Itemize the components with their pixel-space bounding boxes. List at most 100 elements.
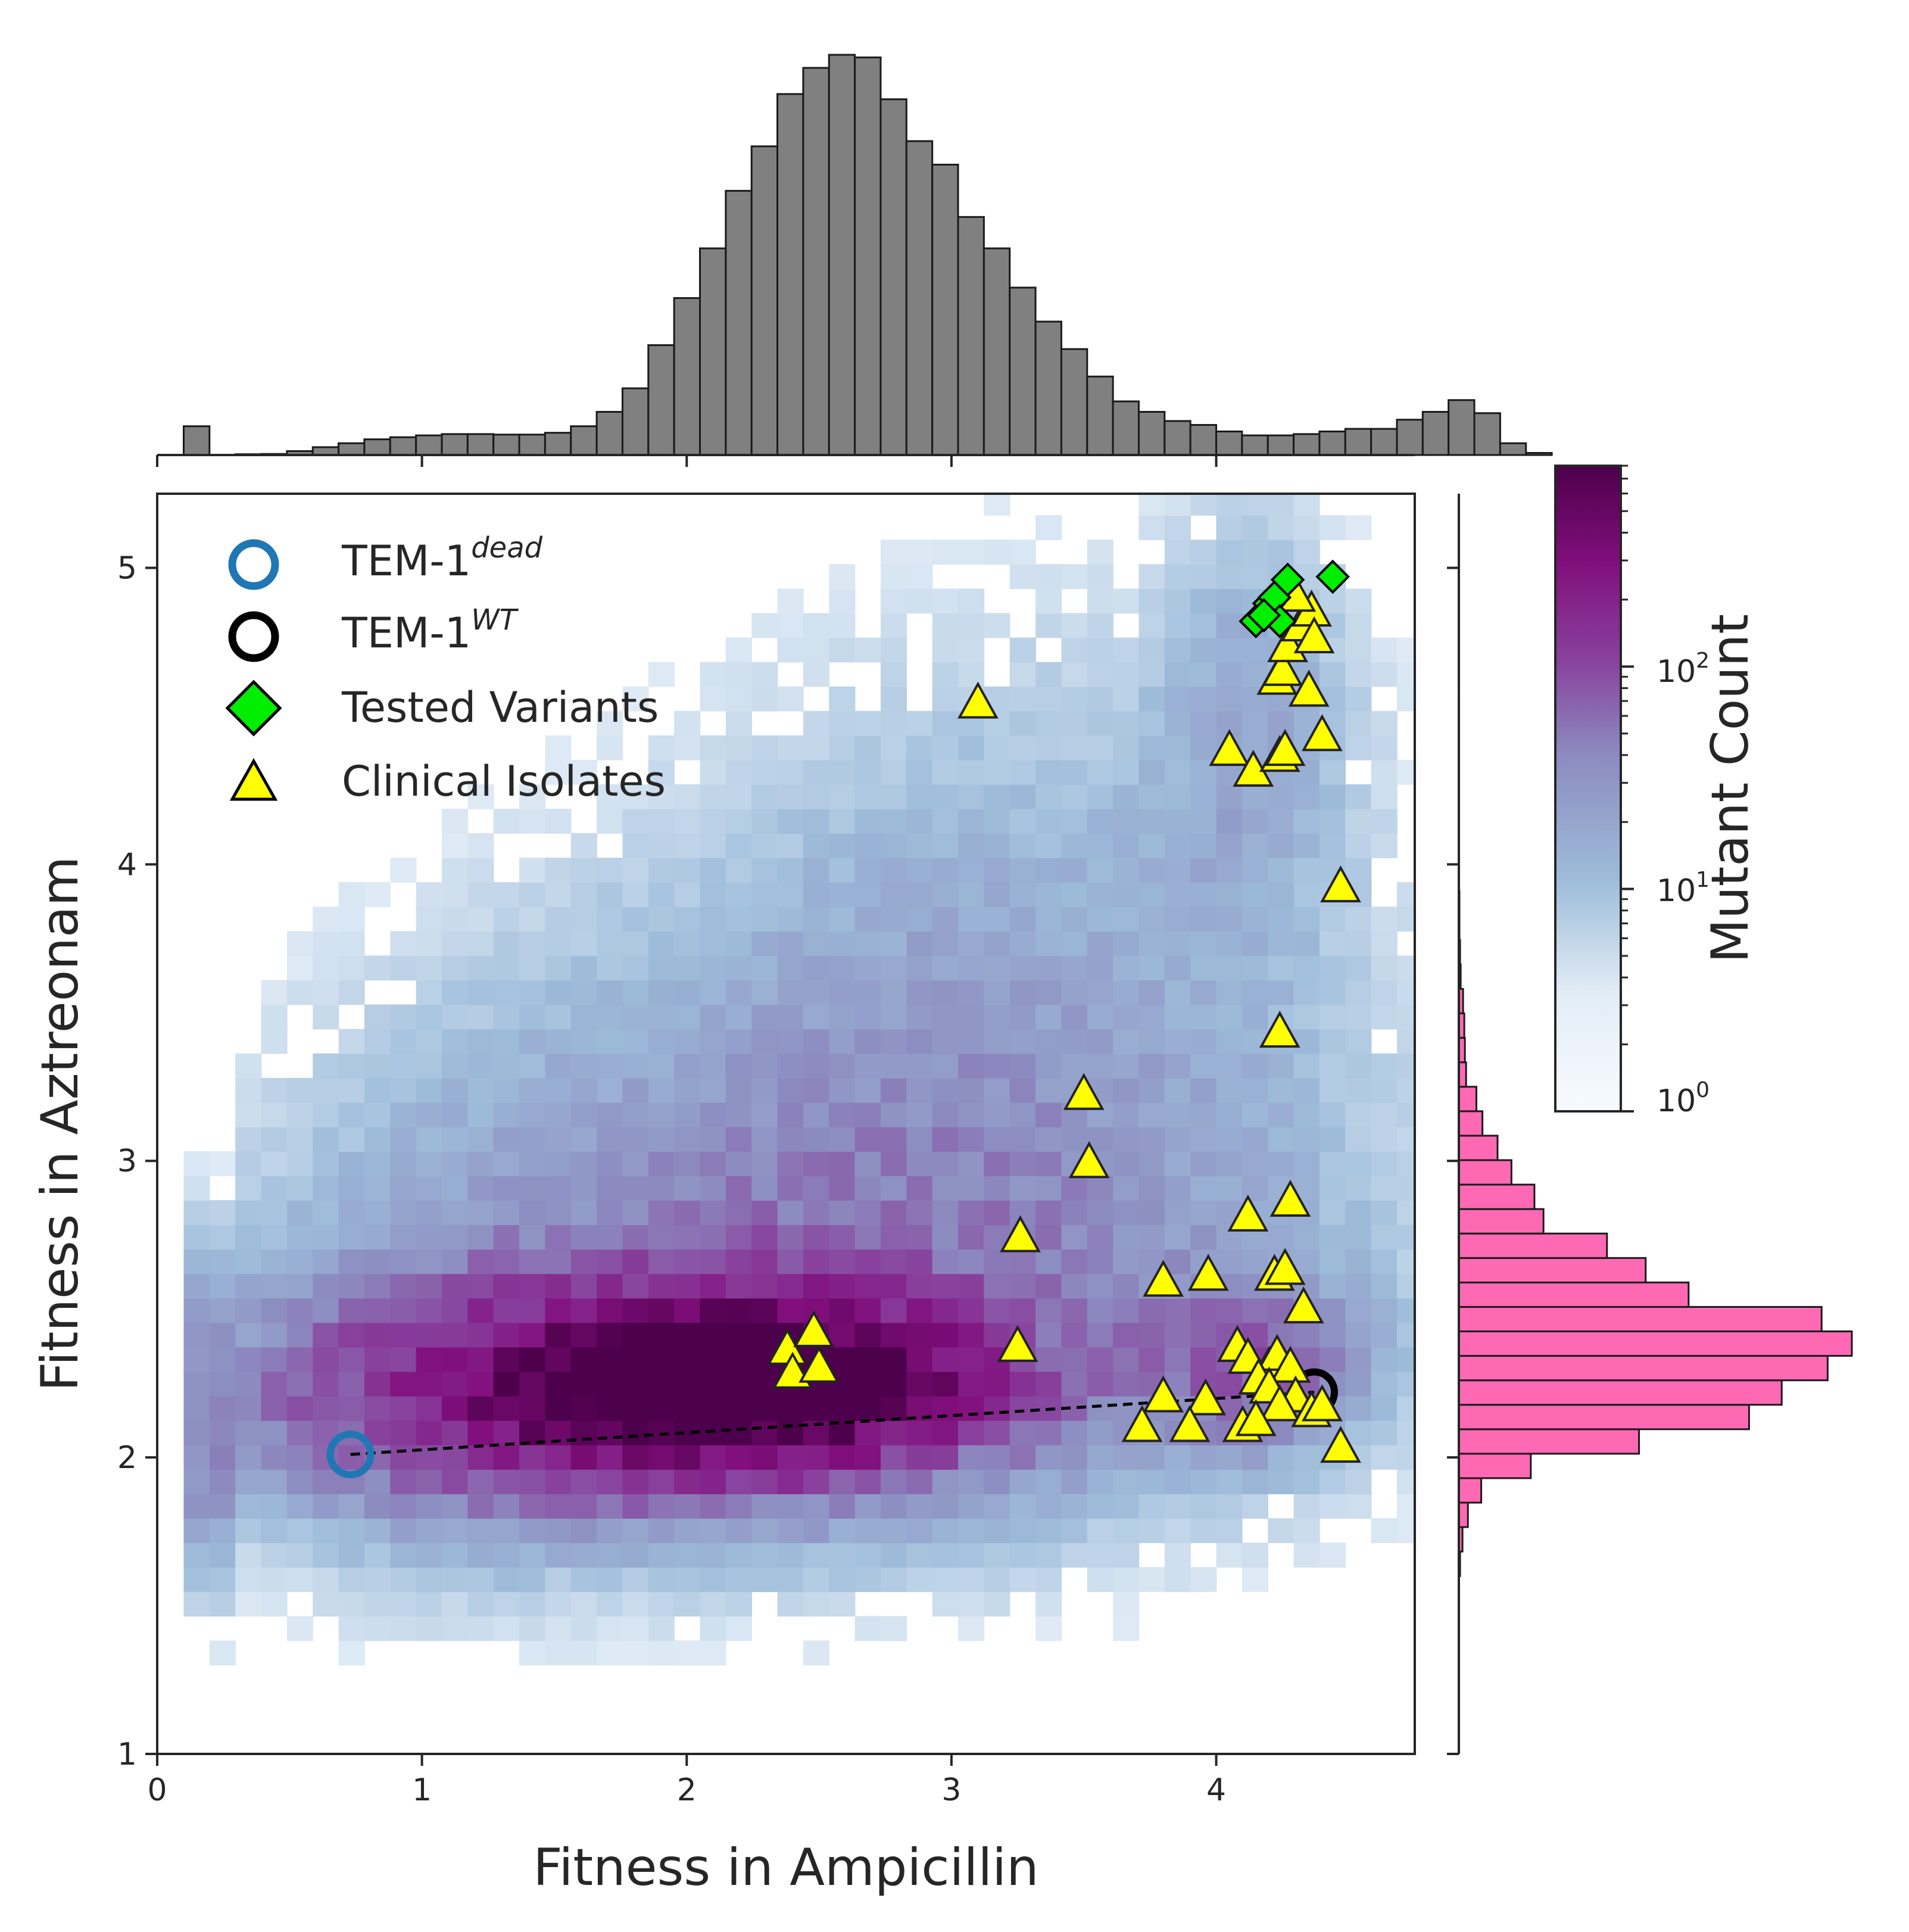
heatmap-cell bbox=[545, 1543, 572, 1568]
heatmap-cell bbox=[519, 1126, 546, 1152]
heatmap-cell bbox=[1113, 637, 1140, 663]
heatmap-cell bbox=[854, 759, 881, 785]
heatmap-cell bbox=[390, 1616, 417, 1641]
legend-item-clinical: Clinical Isolates bbox=[229, 757, 666, 806]
heatmap-cell bbox=[648, 1151, 675, 1176]
heatmap-cell bbox=[803, 735, 830, 761]
heatmap-cell bbox=[751, 1298, 778, 1323]
heatmap-cell bbox=[1293, 882, 1320, 908]
heatmap-cell bbox=[183, 1420, 210, 1445]
heatmap-cell bbox=[1061, 1298, 1088, 1323]
heatmap-cell bbox=[958, 1420, 985, 1445]
heatmap-cell bbox=[803, 711, 830, 736]
heatmap-cell bbox=[777, 1029, 804, 1054]
heatmap-cell bbox=[338, 1591, 365, 1617]
heatmap-cell bbox=[674, 1444, 701, 1470]
heatmap-cell bbox=[984, 1322, 1010, 1348]
heatmap-cell bbox=[725, 1444, 752, 1470]
heatmap-cell bbox=[597, 1616, 623, 1641]
heatmap-cell bbox=[829, 1298, 856, 1323]
heatmap-cell bbox=[803, 1029, 830, 1054]
heatmap-cell bbox=[906, 1004, 933, 1030]
heatmap-cell bbox=[1035, 1567, 1062, 1593]
heatmap-cell bbox=[1190, 809, 1217, 834]
heatmap-cell bbox=[984, 1567, 1010, 1593]
heatmap-cell bbox=[1035, 1249, 1062, 1275]
heatmap-cell bbox=[674, 1567, 701, 1593]
top-hist-bar bbox=[1137, 411, 1166, 456]
heatmap-cell bbox=[1113, 1200, 1140, 1226]
heatmap-cell bbox=[441, 1469, 469, 1494]
heatmap-cell bbox=[261, 1126, 288, 1152]
heatmap-cell bbox=[829, 1518, 856, 1544]
top-hist-bar bbox=[1448, 399, 1476, 456]
heatmap-cell bbox=[803, 613, 830, 638]
heatmap-cell bbox=[1035, 686, 1062, 712]
heatmap-cell bbox=[1009, 809, 1036, 834]
heatmap-cell bbox=[1087, 1347, 1113, 1372]
heatmap-cell bbox=[854, 711, 881, 736]
heatmap-cell bbox=[777, 1543, 804, 1568]
heatmap-cell bbox=[364, 1395, 391, 1421]
heatmap-cell bbox=[984, 735, 1010, 761]
heatmap-cell bbox=[1009, 711, 1036, 736]
heatmap-cell bbox=[700, 833, 726, 858]
heatmap-cell bbox=[725, 833, 752, 858]
heatmap-cell bbox=[545, 759, 572, 785]
heatmap-cell bbox=[1035, 1420, 1062, 1445]
heatmap-cell bbox=[1319, 1151, 1346, 1176]
heatmap-cell bbox=[261, 1077, 288, 1103]
top-hist-bar bbox=[854, 56, 882, 456]
heatmap-cell bbox=[700, 1249, 726, 1275]
heatmap-cell bbox=[313, 1200, 339, 1226]
heatmap-cell bbox=[313, 1224, 339, 1250]
heatmap-cell bbox=[1345, 662, 1372, 687]
heatmap-cell bbox=[1164, 711, 1191, 736]
heatmap-cell bbox=[338, 1543, 365, 1568]
heatmap-cell bbox=[183, 1200, 210, 1226]
heatmap-cell bbox=[441, 1543, 469, 1568]
heatmap-cell bbox=[1087, 980, 1113, 1005]
heatmap-cell bbox=[777, 955, 804, 981]
heatmap-cell bbox=[1035, 1200, 1062, 1226]
heatmap-cell bbox=[1345, 588, 1372, 614]
heatmap-cell bbox=[493, 980, 520, 1005]
heatmap-cell bbox=[519, 1053, 546, 1079]
heatmap-cell bbox=[777, 809, 804, 834]
heatmap-cell bbox=[958, 906, 985, 932]
heatmap-cell bbox=[545, 1640, 572, 1666]
heatmap-cell bbox=[1138, 662, 1165, 687]
heatmap-cell bbox=[958, 1004, 985, 1030]
heatmap-cell bbox=[209, 1543, 236, 1568]
heatmap-cell bbox=[1242, 906, 1269, 932]
heatmap-cell bbox=[674, 1543, 701, 1568]
heatmap-cell bbox=[854, 858, 881, 883]
heatmap-cell bbox=[1035, 588, 1062, 614]
heatmap-cell bbox=[803, 1273, 830, 1299]
top-hist-bar bbox=[441, 433, 469, 456]
heatmap-cell bbox=[1061, 931, 1088, 956]
heatmap-cell bbox=[674, 980, 701, 1005]
heatmap-cell bbox=[700, 809, 726, 834]
heatmap-cell bbox=[829, 564, 856, 590]
heatmap-cell bbox=[829, 833, 856, 858]
heatmap-cell bbox=[1216, 1176, 1243, 1201]
heatmap-cell bbox=[1035, 662, 1062, 687]
heatmap-cell bbox=[416, 1249, 442, 1275]
heatmap-cell bbox=[235, 1273, 262, 1299]
heatmap-cell bbox=[622, 1543, 649, 1568]
heatmap-cell bbox=[313, 1469, 339, 1494]
heatmap-cell bbox=[1371, 906, 1398, 932]
heatmap-cell bbox=[854, 1371, 881, 1397]
heatmap-cell bbox=[854, 1176, 881, 1201]
heatmap-cell bbox=[597, 1347, 623, 1372]
heatmap-cell bbox=[700, 1004, 726, 1030]
heatmap-cell bbox=[1345, 809, 1372, 834]
heatmap-cell bbox=[467, 833, 494, 858]
heatmap-cell bbox=[648, 1053, 675, 1079]
heatmap-cell bbox=[906, 1494, 933, 1519]
heatmap-cell bbox=[932, 1591, 959, 1617]
heatmap-cell bbox=[622, 1249, 649, 1275]
heatmap-cell bbox=[700, 858, 726, 883]
heatmap-cell bbox=[1345, 686, 1372, 712]
